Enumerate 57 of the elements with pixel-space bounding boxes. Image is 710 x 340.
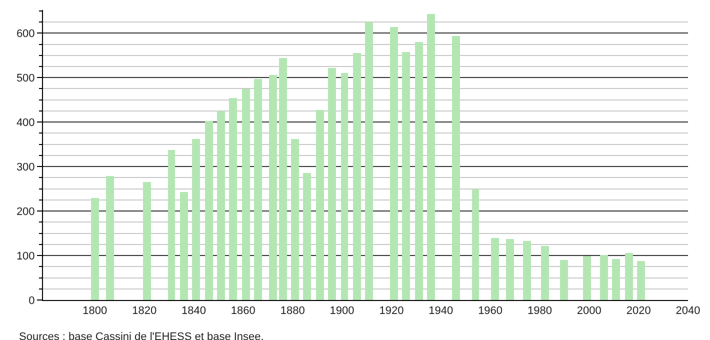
bar: [229, 98, 237, 300]
bar: [291, 139, 299, 300]
x-tick-label: 2000: [576, 305, 602, 318]
bar: [583, 256, 591, 300]
source-note: Sources : base Cassini de l'EHESS et base Insee.: [19, 331, 264, 340]
x-tick-label: 1800: [82, 305, 108, 318]
y-tick-label: 600: [16, 28, 35, 40]
x-tick-label: 1920: [379, 305, 404, 318]
bar: [254, 79, 262, 300]
bar: [217, 111, 225, 300]
bar: [600, 255, 608, 300]
bar: [415, 42, 423, 300]
x-tick-label: 1880: [280, 305, 305, 318]
bar: [205, 121, 213, 300]
bar: [180, 192, 188, 300]
bar: [491, 238, 499, 300]
bar: [316, 110, 324, 300]
bar: [303, 173, 311, 300]
bar: [192, 139, 200, 300]
x-tick-label: 2020: [626, 305, 651, 318]
bar: [523, 241, 531, 300]
bar: [106, 176, 114, 300]
bar: [625, 253, 633, 300]
bar: [612, 259, 620, 300]
bar: [365, 22, 373, 300]
x-tick-label: 1940: [428, 305, 454, 318]
x-tick-label: 1860: [230, 305, 256, 318]
bar: [143, 182, 151, 300]
bar: [427, 14, 435, 300]
y-tick-label: 500: [16, 72, 35, 84]
x-tick-label: 1960: [478, 305, 503, 318]
y-tick-label: 200: [16, 206, 35, 218]
bar: [506, 239, 514, 300]
bar: [242, 89, 250, 300]
bar: [91, 198, 99, 300]
y-tick-label: 300: [16, 161, 35, 174]
x-tick-label: 1900: [330, 305, 354, 318]
bar: [168, 150, 175, 300]
x-tick-label: 1840: [182, 305, 206, 318]
bar: [353, 53, 361, 300]
bar: [452, 36, 460, 300]
y-tick-label: 400: [16, 116, 35, 129]
bar: [269, 75, 277, 300]
x-tick-label: 1980: [527, 305, 552, 318]
bar: [390, 27, 398, 300]
x-tick-label: 2040: [676, 305, 700, 318]
bar: [560, 260, 568, 300]
x-tick-label: 1820: [132, 305, 157, 318]
bar: [279, 58, 287, 300]
bar: [637, 261, 645, 300]
bar: [328, 68, 336, 300]
y-tick-label: 0: [28, 294, 35, 307]
bar: [472, 189, 479, 300]
bar: [402, 52, 410, 300]
bar: [341, 73, 348, 300]
bar: [541, 246, 549, 300]
y-tick-label: 100: [16, 250, 35, 262]
